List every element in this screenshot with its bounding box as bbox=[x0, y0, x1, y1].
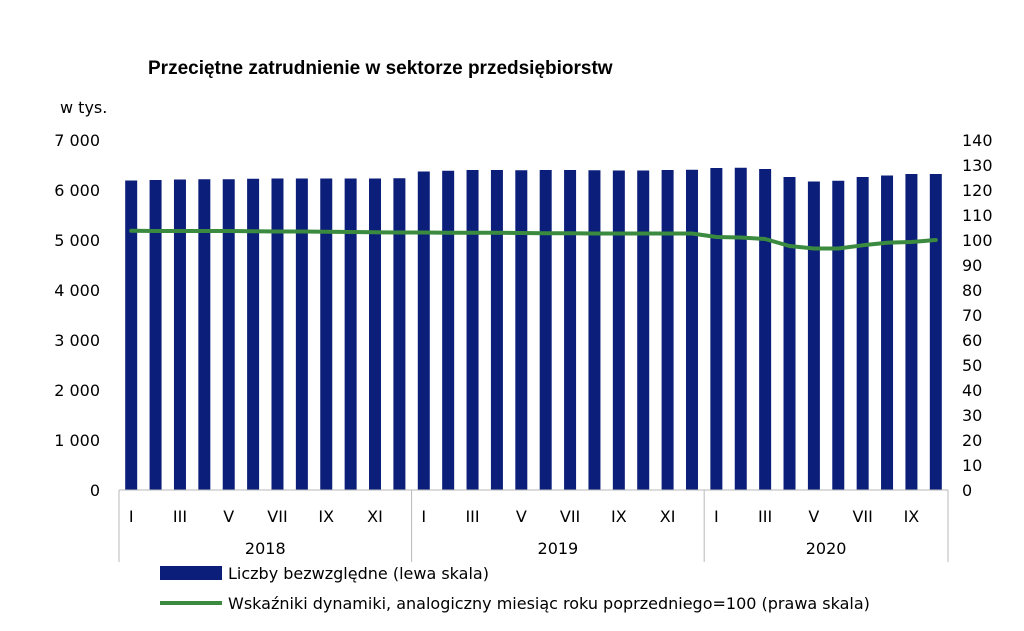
month-label: III bbox=[465, 507, 479, 526]
bar bbox=[637, 170, 650, 490]
left-tick-label: 6 000 bbox=[54, 181, 100, 200]
month-label: I bbox=[421, 507, 426, 526]
plot-area: 0 1 000 2 000 3 000 4 000 5 000 6 000 7 000 0 10 2… bbox=[54, 131, 993, 562]
bar bbox=[881, 175, 894, 490]
month-label: IX bbox=[611, 507, 627, 526]
left-tick-label: 4 000 bbox=[54, 281, 100, 300]
right-tick-label: 80 bbox=[962, 281, 982, 300]
month-label: V bbox=[808, 507, 819, 526]
right-tick-label: 10 bbox=[962, 456, 982, 475]
chart-title: Przeciętne zatrudnienie w sektorze przed… bbox=[148, 58, 613, 79]
left-tick-label: 0 bbox=[90, 481, 100, 500]
bar bbox=[320, 178, 333, 490]
bar bbox=[661, 170, 674, 490]
left-tick-label: 3 000 bbox=[54, 331, 100, 350]
bar bbox=[710, 168, 723, 490]
right-tick-label: 20 bbox=[962, 431, 982, 450]
year-label: 2020 bbox=[806, 539, 847, 558]
bar bbox=[222, 179, 235, 490]
bar bbox=[125, 180, 138, 490]
bar bbox=[490, 170, 503, 490]
bar bbox=[344, 178, 357, 490]
month-label: IX bbox=[904, 507, 920, 526]
bar bbox=[198, 179, 211, 490]
month-label: XI bbox=[660, 507, 676, 526]
right-tick-label: 90 bbox=[962, 256, 982, 275]
legend-line-label: Wskaźniki dynamiki, analogiczny miesiąc … bbox=[228, 594, 870, 613]
bar bbox=[783, 177, 796, 490]
month-label: IX bbox=[318, 507, 334, 526]
right-tick-label: 70 bbox=[962, 306, 982, 325]
bar bbox=[832, 180, 845, 490]
month-label: III bbox=[758, 507, 772, 526]
year-label: 2019 bbox=[538, 539, 579, 558]
month-label: VII bbox=[267, 507, 287, 526]
left-tick-label: 1 000 bbox=[54, 431, 100, 450]
bar bbox=[393, 178, 406, 490]
left-tick-label: 5 000 bbox=[54, 231, 100, 250]
month-label: V bbox=[516, 507, 527, 526]
bar bbox=[369, 178, 382, 490]
bar bbox=[247, 178, 260, 490]
legend-bar-swatch bbox=[160, 566, 222, 580]
right-tick-label: 30 bbox=[962, 406, 982, 425]
bar bbox=[905, 174, 918, 490]
bar bbox=[539, 170, 552, 490]
bar bbox=[466, 170, 479, 490]
month-label: VII bbox=[560, 507, 580, 526]
bar bbox=[417, 171, 430, 490]
bar bbox=[734, 167, 747, 490]
index-line bbox=[129, 228, 938, 251]
bar bbox=[173, 179, 186, 490]
right-tick-label: 0 bbox=[962, 481, 972, 500]
left-tick-label: 7 000 bbox=[54, 131, 100, 150]
bar bbox=[807, 181, 820, 490]
bar bbox=[759, 169, 772, 490]
left-tick-label: 2 000 bbox=[54, 381, 100, 400]
month-label: I bbox=[714, 507, 719, 526]
right-tick-label: 100 bbox=[962, 231, 993, 250]
bar bbox=[856, 177, 869, 490]
legend-bar-label: Liczby bezwzględne (lewa skala) bbox=[228, 564, 489, 583]
right-tick-label: 110 bbox=[962, 206, 993, 225]
month-label: V bbox=[223, 507, 234, 526]
bar bbox=[588, 170, 601, 490]
month-label: XI bbox=[367, 507, 383, 526]
bar bbox=[929, 174, 942, 490]
bar bbox=[149, 180, 162, 490]
bar bbox=[685, 169, 698, 490]
month-label: III bbox=[173, 507, 187, 526]
right-tick-label: 50 bbox=[962, 356, 982, 375]
bar bbox=[564, 170, 577, 490]
right-tick-label: 60 bbox=[962, 331, 982, 350]
year-label: 2018 bbox=[245, 539, 286, 558]
bar bbox=[612, 170, 625, 490]
month-label: I bbox=[129, 507, 134, 526]
legend: Liczby bezwzględne (lewa skala) Wskaźnik… bbox=[160, 564, 870, 613]
right-tick-label: 140 bbox=[962, 131, 993, 150]
month-label: VII bbox=[852, 507, 872, 526]
right-tick-label: 130 bbox=[962, 156, 993, 175]
right-tick-label: 40 bbox=[962, 381, 982, 400]
bar bbox=[515, 170, 528, 490]
bar bbox=[442, 170, 455, 490]
left-axis-unit: w tys. bbox=[60, 98, 107, 117]
bar bbox=[271, 178, 284, 490]
right-tick-label: 120 bbox=[962, 181, 993, 200]
bar bbox=[295, 178, 308, 490]
